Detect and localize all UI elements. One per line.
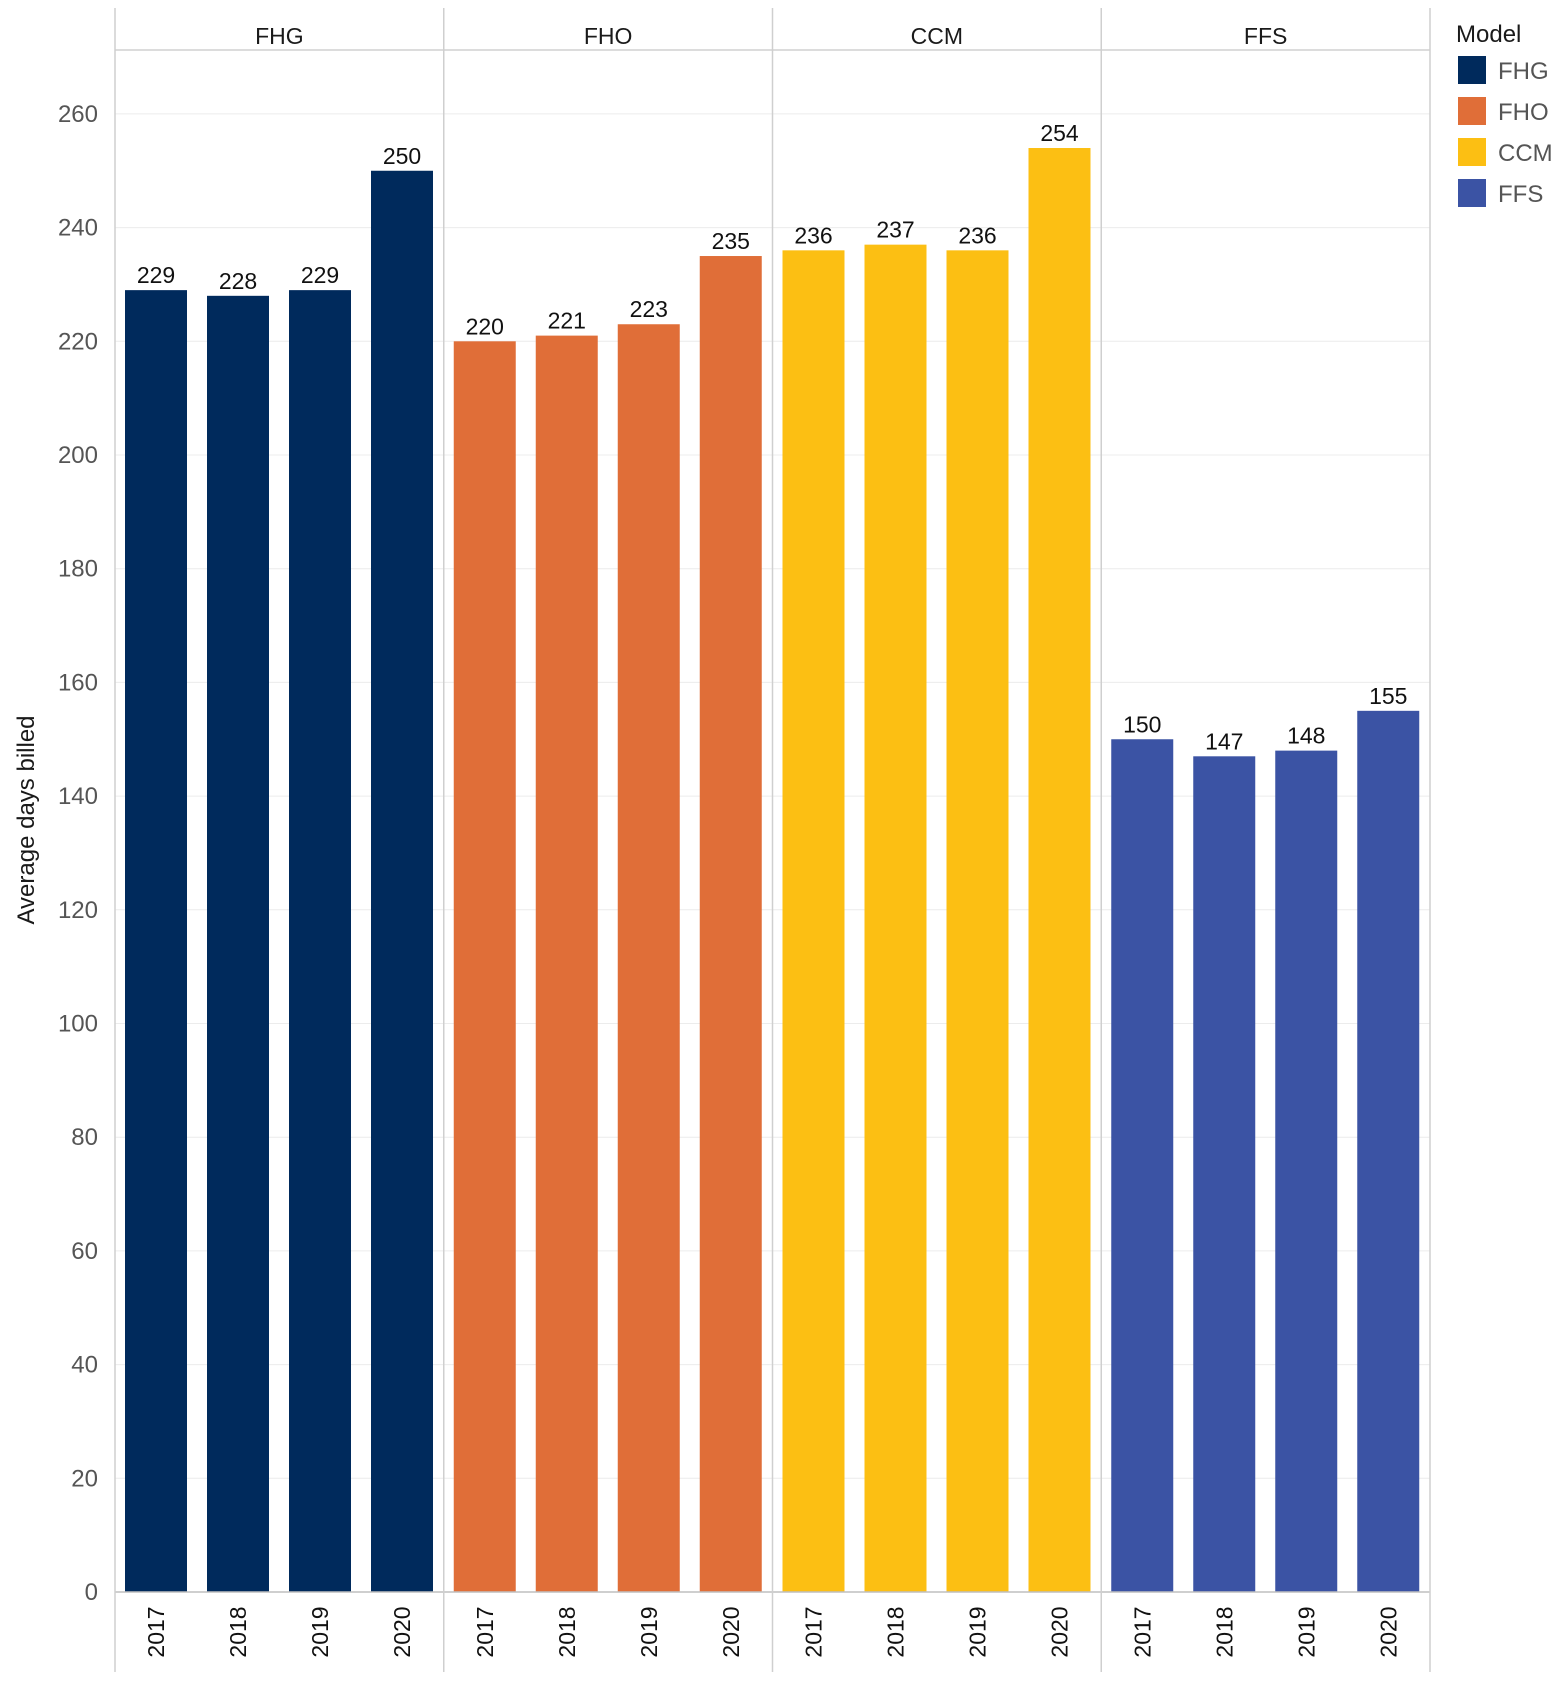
value-label: 223	[630, 296, 668, 322]
value-label: 147	[1205, 728, 1243, 754]
bar-ffs-2017	[1111, 739, 1174, 1592]
x-tick-label: 2018	[883, 1606, 909, 1657]
bar-ccm-2018	[864, 244, 927, 1592]
legend-swatch-ccm	[1458, 138, 1486, 166]
legend: Model FHG FHO CCM FFS	[1456, 21, 1553, 208]
legend-swatch-ffs	[1458, 179, 1486, 207]
value-label: 221	[548, 308, 586, 334]
value-label: 236	[794, 222, 832, 248]
bar-fho-2020	[699, 256, 762, 1592]
bar-ffs-2020	[1357, 710, 1420, 1592]
value-label: 229	[137, 262, 175, 288]
value-label: 148	[1287, 723, 1325, 749]
y-tick-label: 260	[58, 101, 98, 128]
value-label: 237	[876, 217, 914, 243]
value-label: 150	[1123, 711, 1161, 737]
panel-header-ccm: CCM	[911, 23, 963, 49]
legend-label-ccm: CCM	[1498, 140, 1553, 167]
value-label: 155	[1369, 683, 1407, 709]
y-axis-title: Average days billed	[13, 715, 40, 924]
panel-frames	[114, 8, 1431, 1672]
labels: 0 20 40 60 80 100 120 140 160 180 200 220 240 260 FHG 2…	[58, 23, 1407, 1658]
legend-label-ffs: FFS	[1498, 181, 1543, 208]
panel-header-fho: FHO	[584, 23, 633, 49]
y-tick-label: 20	[71, 1465, 98, 1492]
legend-label-fhg: FHG	[1498, 58, 1549, 85]
y-tick-label: 120	[58, 897, 98, 924]
panel-header-fhg: FHG	[255, 23, 304, 49]
x-tick-label: 2020	[1375, 1606, 1401, 1657]
x-tick-label: 2018	[1211, 1606, 1237, 1657]
x-tick-label: 2020	[389, 1606, 415, 1657]
y-tick-label: 80	[71, 1124, 98, 1151]
bars	[125, 148, 1420, 1593]
legend-title: Model	[1456, 21, 1521, 48]
value-label: 228	[219, 268, 257, 294]
value-label: 254	[1040, 120, 1079, 146]
x-tick-label: 2017	[472, 1606, 498, 1657]
value-label: 236	[958, 222, 996, 248]
value-label: 250	[383, 143, 421, 169]
bar-fho-2019	[617, 324, 680, 1592]
value-label: 220	[466, 313, 504, 339]
x-tick-label: 2019	[636, 1606, 662, 1657]
bar-fhg-2018	[207, 295, 269, 1592]
value-label: 235	[712, 228, 750, 254]
x-tick-label: 2017	[1129, 1606, 1155, 1657]
x-tick-label: 2020	[1047, 1606, 1073, 1657]
y-tick-label: 60	[71, 1238, 98, 1265]
bar-fhg-2017	[125, 290, 187, 1592]
panel-header-ffs: FFS	[1244, 23, 1287, 49]
bar-fho-2017	[453, 341, 516, 1592]
x-tick-label: 2020	[718, 1606, 744, 1657]
y-tick-label: 0	[85, 1579, 98, 1606]
y-tick-label: 140	[58, 783, 98, 810]
bar-fhg-2019	[289, 290, 351, 1592]
x-tick-label: 2018	[554, 1606, 580, 1657]
bar-ccm-2017	[782, 250, 845, 1593]
y-tick-label: 240	[58, 215, 98, 242]
y-tick-label: 220	[58, 328, 98, 355]
value-label: 229	[301, 262, 339, 288]
bar-fho-2018	[535, 335, 598, 1592]
bar-ffs-2019	[1275, 750, 1338, 1592]
bar-ccm-2020	[1028, 148, 1091, 1592]
x-tick-label: 2017	[801, 1606, 827, 1657]
x-tick-label: 2019	[307, 1606, 333, 1657]
y-tick-label: 160	[58, 669, 98, 696]
legend-label-fho: FHO	[1498, 99, 1549, 126]
bar-fhg-2020	[371, 170, 433, 1592]
x-tick-label: 2017	[143, 1606, 169, 1657]
bar-ccm-2019	[946, 250, 1009, 1593]
y-tick-label: 180	[58, 556, 98, 583]
y-tick-label: 100	[58, 1011, 98, 1038]
x-tick-label: 2019	[965, 1606, 991, 1657]
x-tick-label: 2019	[1293, 1606, 1319, 1657]
x-tick-label: 2018	[225, 1606, 251, 1657]
y-tick-label: 200	[58, 442, 98, 469]
legend-swatch-fhg	[1458, 56, 1486, 84]
legend-swatch-fho	[1458, 97, 1486, 125]
bar-ffs-2018	[1193, 756, 1256, 1592]
y-tick-label: 40	[71, 1352, 98, 1379]
